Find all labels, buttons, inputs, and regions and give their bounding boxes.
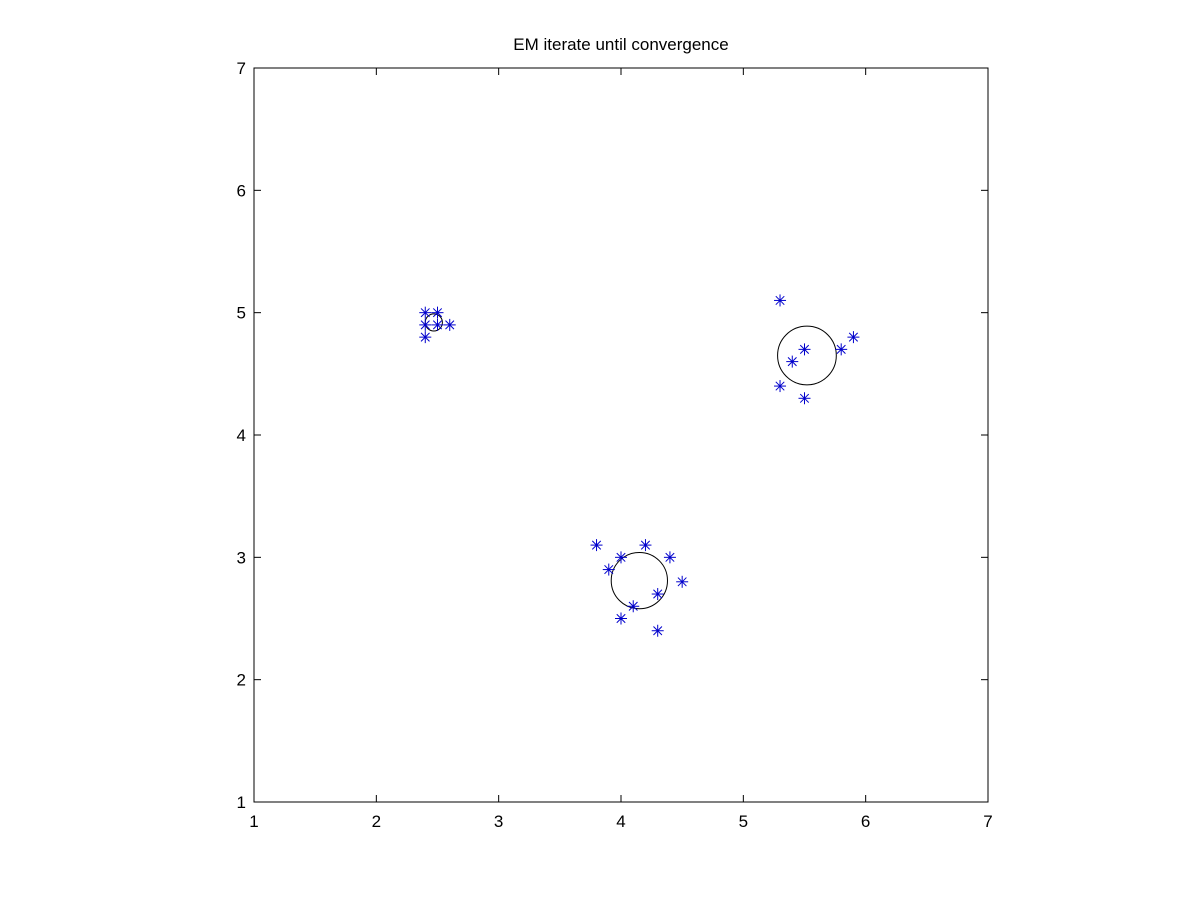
data-point: [798, 343, 811, 356]
data-point: [590, 539, 603, 552]
data-point: [615, 551, 627, 564]
tick-marks: [253, 67, 989, 803]
data-point: [602, 563, 615, 576]
data-point: [639, 539, 652, 552]
data-point: [651, 588, 664, 601]
data-point: [627, 600, 640, 613]
chart-title: EM iterate until convergence: [513, 35, 728, 54]
data-point: [419, 318, 432, 331]
x-tick-label: 1: [249, 812, 258, 831]
data-point: [835, 343, 848, 356]
y-tick-label: 3: [237, 548, 246, 567]
y-tick-label: 7: [237, 59, 246, 78]
data-point: [774, 294, 787, 307]
data-point: [676, 575, 689, 588]
data-point: [431, 306, 444, 319]
component-circle: [777, 325, 837, 386]
x-tick-label: 2: [372, 812, 381, 831]
x-tick-label: 6: [861, 812, 870, 831]
data-point: [419, 331, 432, 344]
data-points: [419, 294, 860, 637]
gaussian-components: [424, 313, 837, 610]
x-tick-labels: 1 2 3 4 5 6 7: [249, 812, 992, 831]
y-tick-label: 4: [237, 426, 246, 445]
data-point: [431, 318, 444, 331]
y-tick-label: 2: [237, 671, 246, 690]
axes-frame: [253, 67, 989, 803]
data-point: [419, 306, 432, 319]
x-tick-label: 7: [983, 812, 992, 831]
data-point: [651, 624, 664, 637]
x-tick-label: 3: [494, 812, 503, 831]
data-point: [663, 551, 676, 564]
x-tick-label: 5: [739, 812, 748, 831]
data-point: [774, 380, 787, 393]
component-circle: [610, 551, 668, 610]
y-tick-label: 5: [237, 304, 246, 323]
data-point: [615, 612, 627, 625]
x-tick-label: 4: [616, 812, 625, 831]
y-tick-label: 1: [237, 793, 246, 812]
data-point: [786, 355, 799, 368]
y-tick-label: 6: [237, 181, 246, 200]
data-point: [443, 318, 456, 331]
y-tick-labels: 1 2 3 4 5 6 7: [237, 59, 246, 812]
data-point: [798, 392, 811, 405]
data-point: [847, 331, 860, 344]
